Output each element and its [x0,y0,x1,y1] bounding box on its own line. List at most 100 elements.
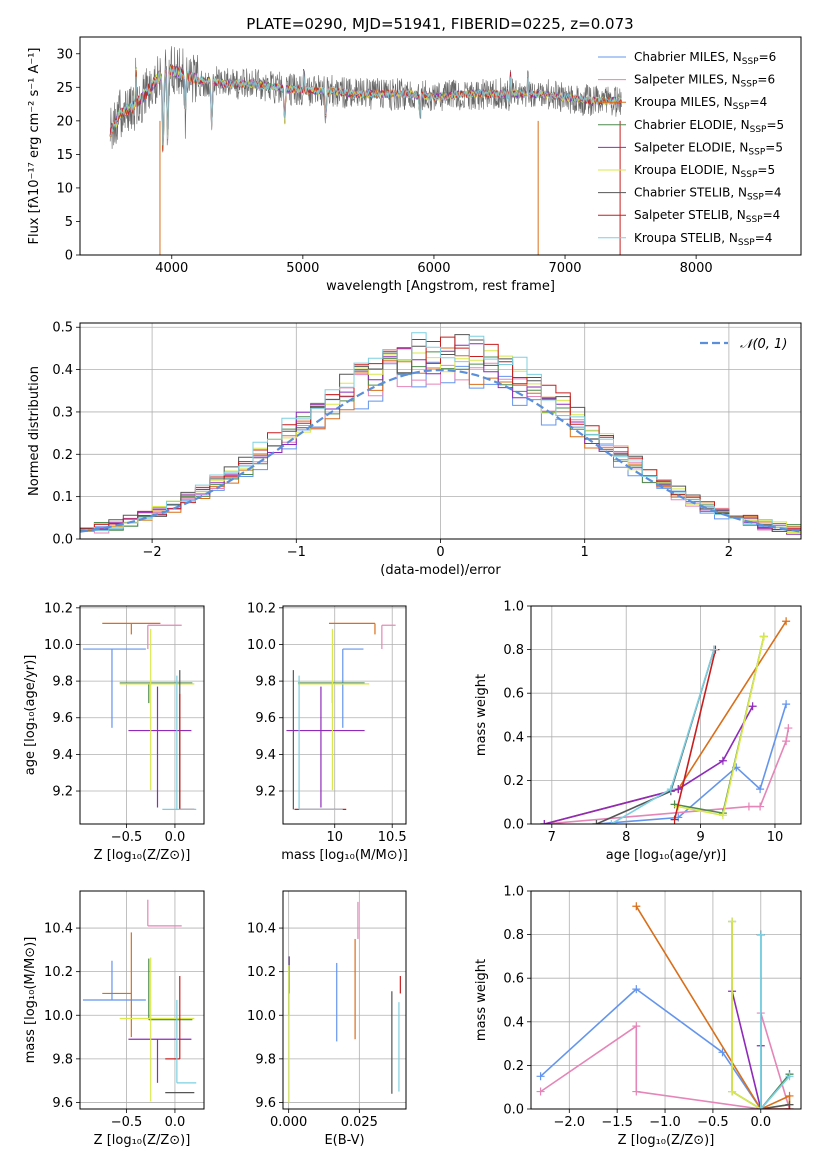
y-axis-label: mass weight [474,959,489,1041]
y-tick-label: 10.2 [44,601,73,616]
y-tick-label: 9.8 [255,1052,276,1067]
y-tick-label: 15 [56,148,73,163]
weight-point [674,785,683,794]
legend-label: Kroupa ELODIE, NSSP=5 [634,163,775,180]
plot-area [80,891,204,1109]
x-axis-label: wavelength [Angstrom, rest frame] [326,279,555,294]
weight-point [782,700,791,709]
weight-point [785,1072,794,1081]
legend-label: Salpeter ELODIE, NSSP=5 [634,140,783,157]
y-tick-label: 0.8 [503,928,524,943]
histogram-series-8 [80,332,801,532]
legend-label: Salpeter MILES, NSSP=6 [634,73,775,90]
x-axis-label: Z [log₁₀(Z/Z⊙)] [94,848,191,863]
axes-frame [282,605,407,825]
weight-point [632,902,641,911]
weight-point [728,1087,737,1096]
legend-label: Kroupa MILES, NSSP=4 [634,95,767,112]
y-tick-label: 9.4 [255,748,276,763]
x-tick-label: −2.0 [554,1115,586,1130]
weight-point [748,702,757,711]
axes-frame [530,890,802,1110]
weight-point [592,820,601,824]
weight-point [536,1087,545,1096]
y-tick-label: 10.0 [247,638,276,653]
y-tick-label: 9.6 [52,711,73,726]
weight-series-2 [635,905,791,1109]
panel-weight-vs-age: 7 8 9 10 0.0 0.2 0.4 0.6 0.8 1.0 age [log₁₀(age/yr… [474,600,802,863]
plot-area [283,606,406,824]
y-tick-label: 20 [56,114,73,129]
normal-curve [80,368,801,533]
weight-point [785,1105,794,1109]
weight-point [718,756,727,765]
weight-series-4 [731,991,762,1109]
x-axis-label: Z [log₁₀(Z/Z⊙)] [94,1133,191,1148]
y-tick-label: 9.6 [255,1096,276,1111]
x-tick-label: 0.0 [165,1115,186,1130]
axes-frame [282,890,407,1110]
weight-point [759,632,768,641]
legend-label: Chabrier STELIB, NSSP=4 [634,186,782,203]
weight-point [709,645,718,654]
x-tick-label: 0.025 [341,1115,378,1130]
y-tick-label: 0.0 [52,533,73,548]
y-tick-label: 5 [65,215,73,230]
y-tick-label: 0.0 [503,1103,524,1118]
weight-point [632,1087,641,1096]
y-tick-label: 0.6 [503,687,524,702]
panel-age-vs-mass: 10 10.5 9.2 9.4 9.6 9.8 10.0 10.2 mass [log₁₀(M/… [247,601,408,863]
weight-point [756,930,765,939]
weight-point [632,985,641,994]
y-tick-label: 9.6 [255,711,276,726]
y-tick-label: 0.4 [503,730,524,745]
x-tick-label: −1.0 [649,1115,681,1130]
figure-title: PLATE=0290, MJD=51941, FIBERID=0225, z=0… [246,15,633,33]
x-tick-label: 7000 [548,261,581,276]
weight-point [607,820,616,824]
y-axis-label: age [log₁₀(age/yr)] [23,655,38,776]
x-tick-label: 5000 [286,261,319,276]
y-tick-label: 0.2 [503,774,524,789]
y-tick-label: 0.5 [52,321,73,336]
y-tick-label: 9.8 [255,675,276,690]
y-tick-label: 0.2 [503,1059,524,1074]
y-axis-label: Flux [fλ10⁻¹⁷ erg cm⁻² s⁻¹ A⁻¹] [27,48,42,245]
x-axis-label: Z [log₁₀(Z/Z⊙)] [618,1133,715,1148]
legend-label: Chabrier MILES, NSSP=6 [634,50,776,67]
y-tick-label: 1.0 [503,600,524,615]
x-axis-label: mass [log₁₀(M/M⊙)] [281,848,408,863]
y-tick-label: 9.6 [52,1096,73,1111]
y-tick-label: 9.4 [52,748,73,763]
y-tick-label: 10.0 [44,1009,73,1024]
x-tick-label: −0.5 [697,1115,729,1130]
x-tick-label: 9 [696,830,704,845]
weight-point [718,811,727,820]
y-axis-label: mass weight [474,674,489,756]
panel-mass-vs-metallicity: −0.5 0.0 9.6 9.8 10.0 10.2 10.4 Z [log₁₀(Z/Z⊙)]… [23,890,205,1148]
y-tick-label: 0.4 [503,1015,524,1030]
weight-point [785,1091,794,1100]
panel-weight-vs-metallicity: −2.0 −1.5 −1.0 −0.5 0.0 0.0 0.2 0.4 0.6 0.8 1.0 Z [… [474,885,802,1148]
weight-point [540,820,549,824]
y-tick-label: 9.8 [52,675,73,690]
x-tick-label: 0.0 [165,830,186,845]
x-tick-label: 8 [622,830,630,845]
x-axis-label: E(B-V) [324,1133,364,1148]
weight-series-1 [540,1012,791,1109]
weight-point [670,815,679,824]
y-tick-label: 0.1 [52,490,73,505]
plot-area [531,606,801,824]
weight-point [756,1105,765,1109]
legend-label: 𝒩(0, 1) [740,337,787,352]
panel-age-vs-metallicity: −0.5 0.0 9.2 9.4 9.6 9.8 10.0 10.2 Z [log₁₀(Z/Z⊙… [23,601,205,863]
x-axis-label: age [log₁₀(age/yr)] [606,848,727,863]
x-tick-label: 0.000 [270,1115,307,1130]
y-tick-label: 0.4 [52,363,73,378]
y-axis-label: Normed distribution [27,366,42,496]
axes-frame [530,605,802,825]
y-tick-label: 10.0 [44,638,73,653]
x-tick-label: −1 [287,545,306,560]
plot-area [80,323,801,539]
